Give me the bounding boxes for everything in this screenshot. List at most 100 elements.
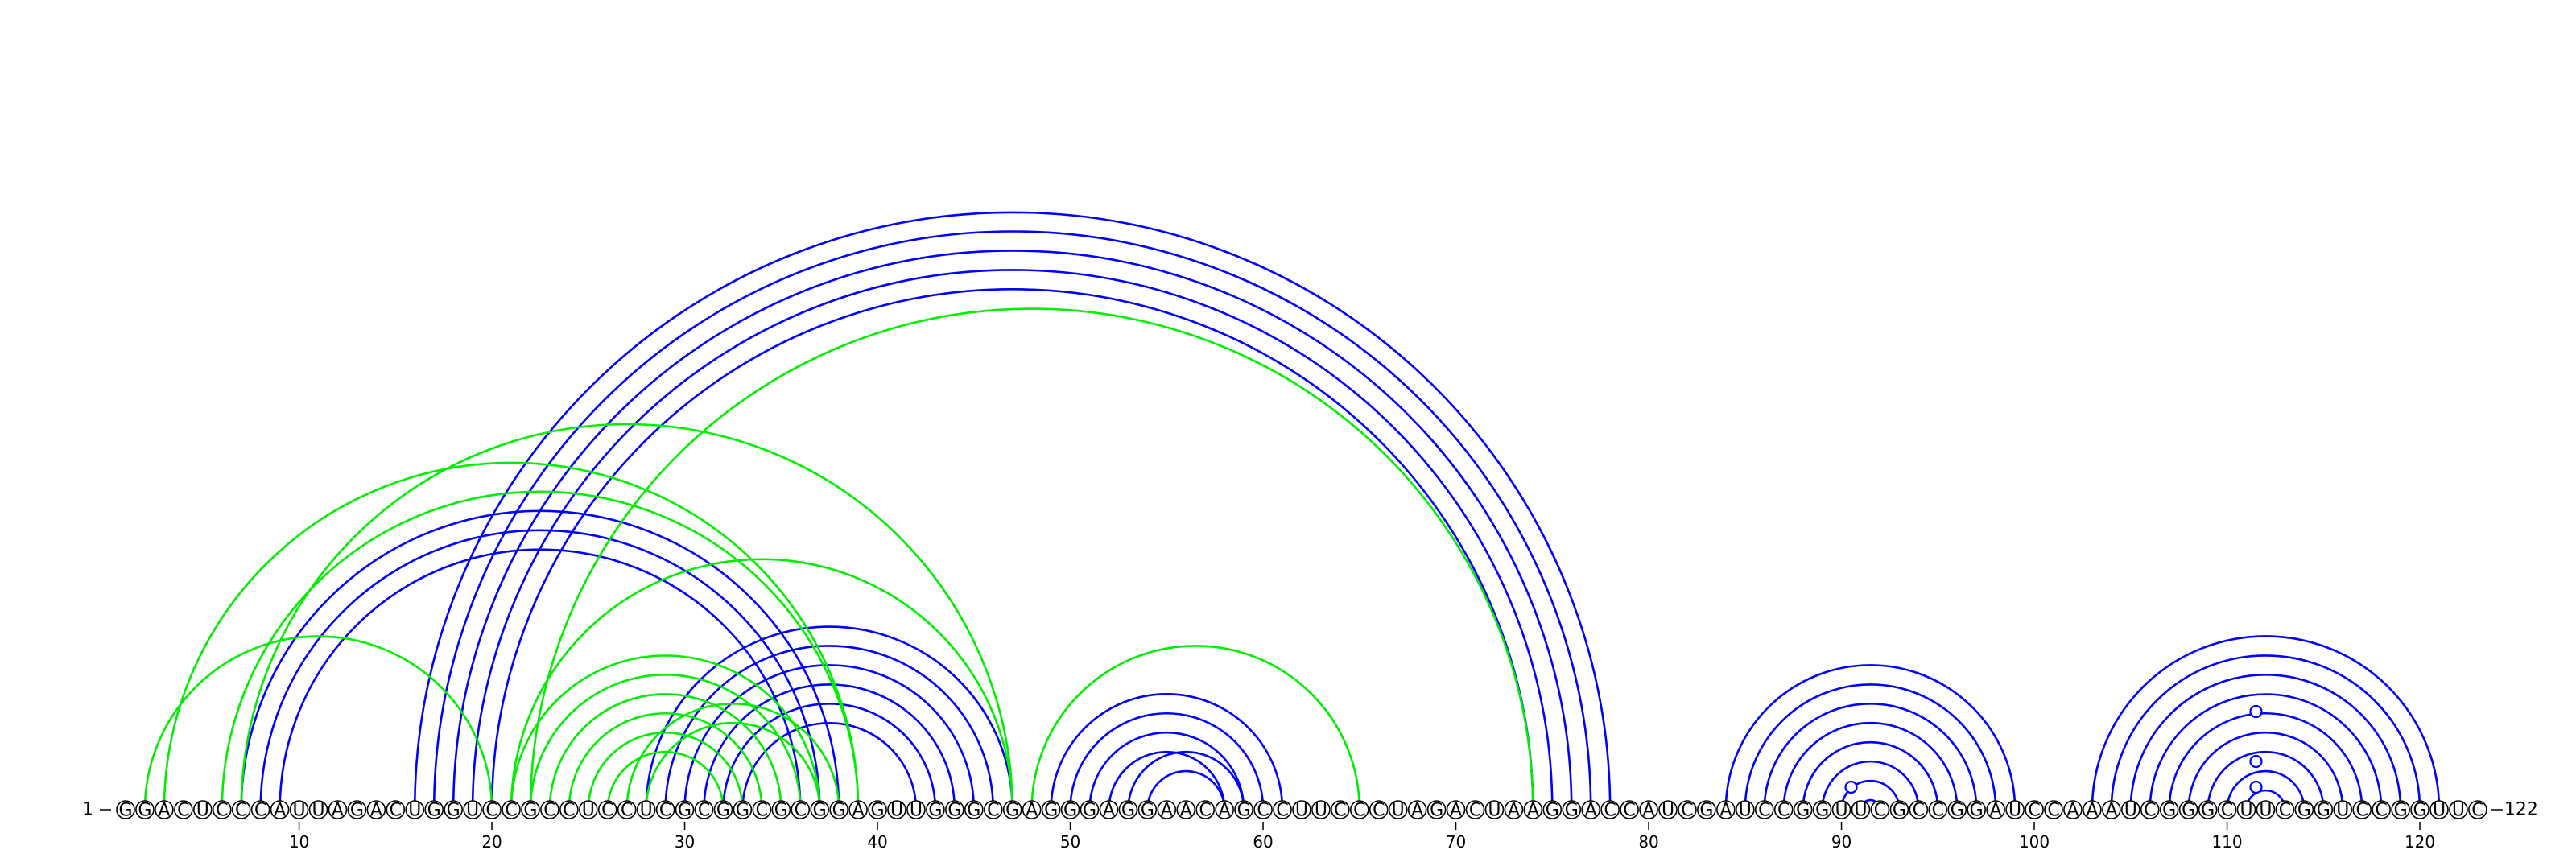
blue-pair-arc — [2207, 750, 2325, 811]
nucleotide-letter: G — [118, 801, 132, 821]
nucleotide-letter: G — [1005, 801, 1019, 821]
position-axis: 10 20 30 40 50 60 70 80 90 100 110 120 — [289, 822, 2435, 852]
tick-label: 70 — [1446, 832, 1466, 852]
nucleotide-circle — [1157, 800, 1177, 819]
nucleotide-letter: G — [947, 801, 961, 821]
nucleotide-circle — [1426, 800, 1447, 819]
nucleotide-letter: G — [813, 801, 827, 821]
loop-marker — [2249, 754, 2263, 769]
nucleotide-circle — [1407, 800, 1427, 819]
nucleotide-circle — [964, 800, 984, 819]
nucleotide-circle — [1542, 800, 1563, 819]
nucleotide-letter: G — [1893, 801, 1906, 821]
nucleotide-letter: G — [774, 801, 788, 821]
nucleotide-letter: C — [485, 801, 497, 821]
nucleotide-letter: G — [427, 801, 441, 821]
nucleotide-circle — [540, 800, 559, 819]
nucleotide-letter: C — [1276, 801, 1288, 821]
nucleotide-circle — [1350, 800, 1369, 819]
nucleotide-letter: U — [1854, 801, 1867, 821]
nucleotide-circle — [1639, 800, 1658, 819]
nucleotide-circle — [1754, 800, 1774, 819]
nucleotide-circle — [2352, 800, 2372, 819]
nucleotide-letter: U — [466, 801, 479, 821]
nucleotide-letter: C — [1758, 801, 1770, 821]
nucleotide-circle — [1234, 800, 1253, 819]
nucleotide-letter: C — [2471, 801, 2483, 821]
nucleotide-letter: G — [716, 801, 730, 821]
blue-pair-arc — [722, 702, 937, 811]
nucleotide-circle — [2314, 800, 2334, 819]
nucleotide-letter: C — [621, 801, 633, 821]
nucleotide-circle — [2005, 800, 2025, 819]
nucleotide-circle — [2333, 800, 2353, 819]
nucleotide-circle — [829, 800, 848, 819]
nucleotide-circle — [2140, 800, 2160, 819]
nucleotide-circle — [212, 800, 232, 819]
blue-pair-arc — [1821, 760, 1920, 811]
nucleotide-letter: A — [1161, 801, 1173, 821]
nucleotide-circle — [2468, 800, 2487, 819]
nucleotide-letter: A — [1585, 801, 1597, 821]
blue-pair-arc — [1744, 683, 1997, 811]
green-base-pair-arcs — [143, 307, 1534, 811]
nucleotide-letter: A — [1719, 801, 1732, 821]
nucleotide-circle — [2083, 800, 2102, 819]
green-pair-arc — [1030, 645, 1361, 811]
nucleotide-letter: C — [216, 801, 228, 821]
nucleotide-circle — [2044, 800, 2063, 819]
nucleotide-circle — [2236, 800, 2256, 819]
nucleotide-letter: C — [505, 801, 517, 821]
nucleotide-letter: C — [2047, 801, 2059, 821]
nucleotide-letter: G — [2201, 801, 2215, 821]
nucleotide-letter: A — [1508, 801, 1520, 821]
nucleotide-circle — [2372, 800, 2391, 819]
nucleotide-circle — [1909, 800, 1929, 819]
nucleotide-letter: A — [158, 801, 170, 821]
nucleotide-circle — [1600, 800, 1620, 819]
nucleotide-letter: A — [2105, 801, 2117, 821]
nucleotide-letter: C — [2375, 801, 2387, 821]
nucleotide-circle — [752, 800, 772, 819]
green-pair-arc — [645, 721, 821, 811]
nucleotide-letter: U — [1488, 801, 1501, 821]
nucleotide-circle — [2063, 800, 2083, 819]
nucleotide-letter: C — [1353, 801, 1365, 821]
blue-pair-arc — [1840, 779, 1901, 811]
nucleotide-letter: G — [1815, 801, 1829, 821]
nucleotide-letter: U — [890, 801, 903, 821]
nucleotide-circle — [617, 800, 637, 819]
nucleotide-letter: A — [1103, 801, 1115, 821]
nucleotide-circle — [559, 800, 579, 819]
nucleotide-circle — [1697, 800, 1716, 819]
blue-pair-arc — [741, 721, 918, 811]
nucleotide-circle — [193, 800, 213, 819]
green-pair-arc — [568, 712, 763, 811]
tick-label: 10 — [289, 832, 309, 852]
nucleotide-circle — [366, 800, 386, 819]
nucleotide-letter: U — [1835, 801, 1847, 821]
blue-pair-arc — [1763, 702, 1978, 811]
blue-pair-arc — [1088, 731, 1245, 811]
nucleotide-letter: U — [312, 801, 324, 821]
nucleotide-circle — [1273, 800, 1292, 819]
nucleotide-letter: U — [1315, 801, 1327, 821]
nucleotide-letter: C — [2221, 801, 2233, 821]
blue-pair-arc — [664, 645, 995, 811]
nucleotide-letter: G — [1970, 801, 1984, 821]
nucleotide-letter: C — [2356, 801, 2368, 821]
green-pair-arc — [529, 674, 802, 811]
nucleotide-letter: U — [2240, 801, 2252, 821]
nucleotide-letter: A — [1219, 801, 1231, 821]
nucleotide-circle — [231, 800, 251, 819]
nucleotide-letter: G — [1546, 801, 1559, 821]
nucleotide-circle — [502, 800, 521, 819]
nucleotide-circle — [116, 800, 135, 819]
nucleotide-circle — [1658, 800, 1678, 819]
blue-pair-arc — [645, 625, 1013, 811]
nucleotide-circle — [906, 800, 926, 819]
nucleotide-letter: G — [967, 801, 980, 821]
blue-pair-arc — [1782, 721, 1959, 811]
